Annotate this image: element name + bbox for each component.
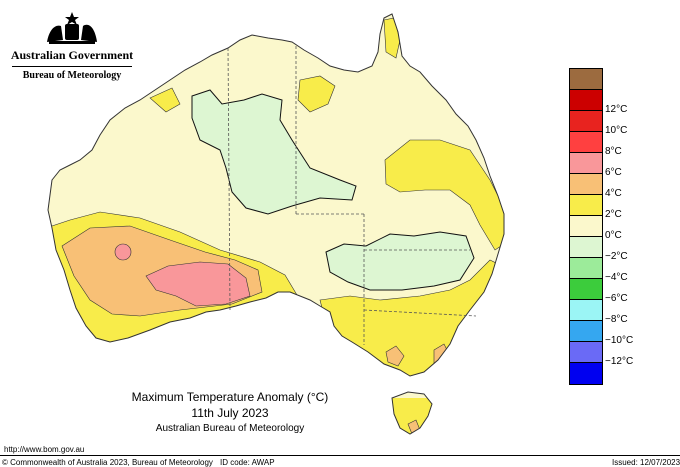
legend-label: 6°C xyxy=(605,167,622,178)
legend-swatch xyxy=(570,195,602,216)
anomaly-zone-4-6-vic xyxy=(385,345,405,367)
footer-issued: Issued: 12/07/2023 xyxy=(612,458,680,467)
legend-swatch xyxy=(570,279,602,300)
map-caption: Maximum Temperature Anomaly (°C) 11th Ju… xyxy=(80,389,380,437)
legend-label: −12°C xyxy=(605,356,634,367)
tasmania-coastline xyxy=(391,391,433,435)
anomaly-zone-neg2-0-nt xyxy=(191,89,357,215)
legend-swatch xyxy=(570,90,602,111)
footer-id-code: ID code: AWAP xyxy=(220,458,275,467)
anomaly-zone-6-8-wa xyxy=(114,243,132,261)
mainland-coastline xyxy=(47,13,505,377)
legend-label: 2°C xyxy=(605,209,622,220)
legend-swatch xyxy=(570,363,602,384)
legend-label: 0°C xyxy=(605,230,622,241)
state-borders xyxy=(227,46,477,345)
anomaly-zone-neg2-0-inland xyxy=(325,231,475,291)
legend-swatch xyxy=(570,69,602,90)
legend-swatch xyxy=(570,300,602,321)
australian-government-logo: Australian Government Bureau of Meteorol… xyxy=(8,10,136,81)
legend-swatch xyxy=(570,321,602,342)
legend-label: −10°C xyxy=(605,335,634,346)
legend-label: −6°C xyxy=(605,293,628,304)
legend-label: 10°C xyxy=(605,125,628,136)
legend-swatch xyxy=(570,132,602,153)
legend-label: −2°C xyxy=(605,251,628,262)
legend-swatch xyxy=(570,342,602,363)
legend-swatch xyxy=(570,174,602,195)
anomaly-zone-6-8-sa xyxy=(145,261,251,307)
anomaly-zone-2-4-capeyork xyxy=(383,17,401,59)
color-legend xyxy=(569,68,603,385)
legend-label: 4°C xyxy=(605,188,622,199)
footer-url[interactable]: http://www.bom.gov.au xyxy=(4,445,85,454)
legend-label: −4°C xyxy=(605,272,628,283)
footer-copyright: © Commonwealth of Australia 2023, Bureau… xyxy=(2,458,213,467)
bureau-label: Bureau of Meteorology xyxy=(22,70,122,81)
legend-swatch xyxy=(570,237,602,258)
anomaly-zone-2-4-north xyxy=(297,75,336,113)
legend-swatch xyxy=(570,216,602,237)
logo-divider xyxy=(12,66,132,67)
legend-swatch xyxy=(570,258,602,279)
footer-divider xyxy=(0,455,680,456)
map-agency: Australian Bureau of Meteorology xyxy=(155,423,305,434)
map-date: 11th July 2023 xyxy=(191,406,269,420)
government-label: Australian Government xyxy=(10,48,134,62)
legend-swatch xyxy=(570,153,602,174)
map-title: Maximum Temperature Anomaly (°C) xyxy=(131,390,329,404)
anomaly-zone-2-4-kimberley xyxy=(149,87,181,113)
legend-swatch xyxy=(570,111,602,132)
anomaly-zone-2-4-east xyxy=(384,139,504,251)
coat-of-arms-icon xyxy=(47,12,97,44)
legend-label: 8°C xyxy=(605,146,622,157)
legend-label: 12°C xyxy=(605,104,628,115)
legend-label: −8°C xyxy=(605,314,628,325)
